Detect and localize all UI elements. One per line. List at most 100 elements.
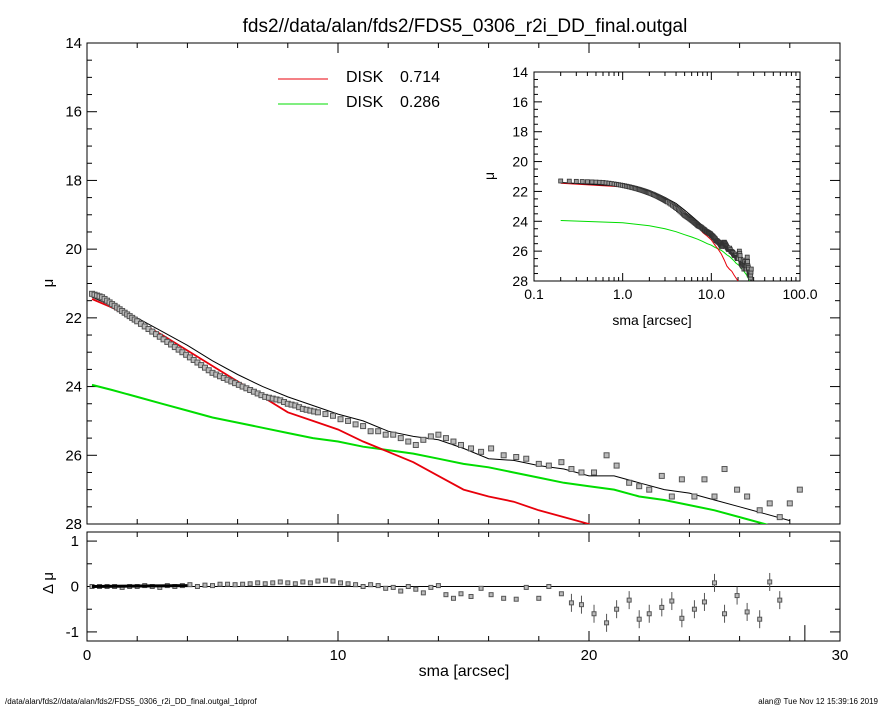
inset-x-axis-label: sma [arcsec] — [612, 312, 691, 328]
residual-point — [777, 597, 783, 603]
total-model-line — [91, 296, 790, 522]
observed-point — [435, 431, 442, 438]
main-y-tick-label: 20 — [65, 241, 82, 258]
observed-point — [636, 483, 643, 490]
residual-point — [202, 582, 208, 588]
inset-y-tick-label: 18 — [512, 124, 528, 140]
residual-point — [217, 581, 223, 587]
residual-point — [458, 591, 464, 597]
observed-point — [668, 493, 675, 500]
residual-point — [558, 591, 564, 597]
residual-point — [300, 579, 306, 585]
observed-point — [360, 423, 367, 430]
legend-value-disk1: 0.714 — [400, 69, 440, 86]
observed-point — [468, 445, 475, 452]
residual-point — [338, 580, 344, 586]
residual-point — [435, 583, 441, 589]
inset-y-tick-label: 16 — [512, 94, 528, 110]
residual-point — [194, 584, 200, 589]
residual-point — [536, 595, 542, 601]
observed-point — [734, 486, 741, 493]
residual-point — [307, 580, 313, 586]
residual-point — [604, 620, 610, 626]
chart-title: fds2//data/alan/fds2/FDS5_0306_r2i_DD_fi… — [243, 16, 688, 37]
residual-point — [240, 581, 246, 587]
observed-point — [427, 433, 434, 440]
inset-x-tick-label: 0.1 — [524, 286, 544, 302]
legend: DISK 0.714 DISK 0.286 — [278, 69, 440, 111]
observed-point — [478, 448, 485, 455]
residual-point — [501, 595, 507, 601]
observed-point — [678, 476, 685, 483]
observed-point — [450, 438, 457, 445]
observed-point — [329, 412, 336, 419]
observed-point — [345, 417, 352, 424]
main-y-tick-label: 22 — [65, 310, 82, 327]
inset-y-tick-label: 24 — [512, 213, 528, 229]
residual-point — [330, 578, 336, 584]
residual-y-tick-label: -1 — [66, 624, 79, 641]
residual-point — [691, 606, 697, 612]
observed-point — [776, 514, 783, 521]
residual-point — [646, 611, 652, 617]
inset-observed-point — [579, 179, 585, 184]
residual-point — [405, 584, 411, 589]
residual-point — [262, 581, 268, 587]
residual-point — [722, 611, 728, 617]
main-y-tick-label: 18 — [65, 172, 82, 189]
residual-point — [210, 583, 215, 589]
residual-point — [488, 592, 494, 598]
residual-point — [614, 606, 620, 612]
observed-point — [558, 459, 565, 466]
residual-point — [744, 609, 750, 615]
residual-point — [225, 581, 231, 587]
x-axis-label: sma [arcsec] — [419, 663, 510, 680]
residual-y-tick-label: 1 — [71, 533, 79, 550]
legend-label-disk2: DISK — [346, 94, 384, 111]
observed-point — [314, 409, 321, 416]
residual-point — [450, 595, 456, 601]
inset-observed-point — [584, 179, 590, 185]
residual-point — [636, 616, 642, 622]
inset-observed-point — [566, 178, 572, 184]
residual-point — [255, 580, 261, 586]
residual-point — [383, 585, 389, 591]
inset-observed-point — [558, 178, 564, 184]
x-tick-label: 0 — [83, 647, 91, 664]
residual-point — [659, 604, 665, 610]
inset-x-tick-label: 1.0 — [613, 286, 633, 302]
observed-point — [513, 454, 520, 461]
residual-point — [187, 582, 193, 588]
residual-point — [468, 593, 474, 599]
footer-left: /data/alan/fds2//data/alan/fds2/FDS5_030… — [5, 697, 258, 706]
residual-point — [478, 585, 484, 591]
residual-point — [345, 581, 351, 587]
residual-point — [428, 584, 434, 590]
observed-point — [691, 493, 698, 500]
observed-point — [658, 472, 665, 479]
residual-points — [89, 572, 806, 641]
residual-point — [232, 582, 238, 588]
observed-point — [523, 455, 530, 462]
residual-point — [669, 598, 675, 604]
residual-point — [360, 584, 366, 589]
main-y-tick-label: 14 — [65, 35, 82, 52]
footer-right: alan@ Tue Nov 12 15:39:16 2019 — [758, 697, 878, 706]
residual-point — [390, 584, 396, 590]
residual-point — [523, 584, 529, 590]
residual-point — [375, 583, 381, 589]
x-tick-label: 10 — [330, 647, 347, 664]
residual-point — [513, 596, 519, 602]
residual-point — [679, 615, 685, 621]
inset-x-tick-label: 10.0 — [698, 286, 725, 302]
inset-y-tick-label: 22 — [512, 183, 528, 199]
observed-point — [721, 466, 728, 473]
observed-points — [89, 290, 803, 521]
observed-point — [578, 469, 585, 476]
residual-point — [712, 580, 717, 586]
residual-point — [757, 616, 763, 622]
observed-point — [420, 436, 427, 443]
observed-point — [568, 466, 575, 473]
inset-x-tick-label: 100.0 — [782, 286, 817, 302]
